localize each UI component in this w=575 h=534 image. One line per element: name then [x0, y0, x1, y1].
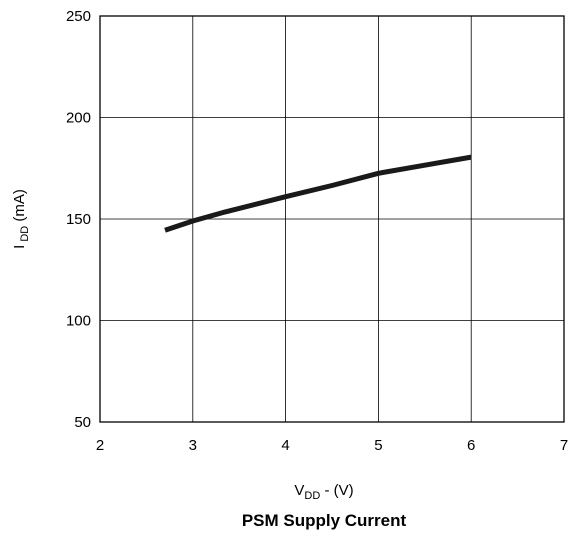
x-axis-label-sub: DD — [304, 490, 320, 502]
tick-labels: 2 3 4 5 6 7 50 100 150 200 250 — [66, 8, 568, 454]
x-tick-label: 6 — [467, 437, 475, 454]
x-tick-label: 2 — [96, 437, 104, 454]
y-tick-label: 250 — [66, 8, 91, 25]
x-tick-label: 4 — [281, 437, 289, 454]
x-tick-label: 3 — [189, 437, 197, 454]
y-axis-label-main: I — [11, 245, 28, 249]
x-tick-label: 5 — [374, 437, 382, 454]
y-axis-label-sub: DD — [19, 226, 31, 245]
y-tick-label: 50 — [74, 414, 91, 431]
y-axis-label: I DD (mA) — [11, 189, 31, 249]
series-line — [164, 154, 472, 233]
grid — [100, 16, 564, 422]
x-axis-label: VDD - (V) — [294, 482, 353, 502]
y-tick-label: 100 — [66, 313, 91, 330]
y-tick-label: 150 — [66, 211, 91, 228]
chart-title: PSM Supply Current — [242, 511, 407, 530]
series-group — [164, 154, 472, 233]
x-axis-label-main: V — [294, 482, 304, 499]
y-axis-label-tail: (mA) — [11, 189, 28, 226]
x-tick-label: 7 — [560, 437, 568, 454]
plot-frame — [99, 15, 565, 423]
y-tick-label: 200 — [66, 110, 91, 127]
x-axis-label-tail: - (V) — [320, 482, 353, 499]
